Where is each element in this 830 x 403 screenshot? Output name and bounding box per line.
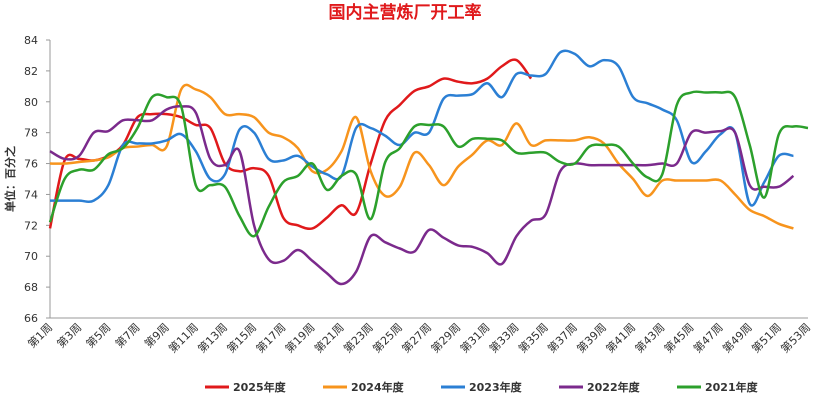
y-tick-label: 68 — [24, 281, 38, 294]
x-tick-label: 第7周 — [112, 320, 142, 350]
x-tick-label: 第17周 — [253, 320, 288, 355]
x-tick-label: 第15周 — [224, 320, 259, 355]
x-tick-label: 第41周 — [603, 320, 638, 355]
x-tick-label: 第35周 — [515, 320, 550, 355]
x-tick-label: 第33周 — [486, 320, 521, 355]
x-tick-label: 第47周 — [690, 320, 725, 355]
x-tick-label: 第27周 — [399, 320, 434, 355]
legend-label: 2023年度 — [469, 380, 523, 394]
legend-label: 2022年度 — [587, 380, 641, 394]
y-tick-label: 74 — [24, 188, 38, 201]
y-tick-label: 84 — [24, 34, 38, 47]
x-tick-label: 第39周 — [574, 320, 609, 355]
x-tick-label: 第23周 — [340, 320, 375, 355]
y-tick-label: 66 — [24, 312, 38, 325]
series-line — [49, 83, 794, 230]
x-tick-label: 第51周 — [749, 320, 784, 355]
x-tick-label: 第5周 — [83, 320, 113, 350]
y-tick-label: 78 — [24, 127, 38, 140]
legend-label: 2024年度 — [351, 380, 405, 394]
x-tick-label: 第25周 — [370, 320, 405, 355]
x-tick-label: 第21周 — [311, 320, 346, 355]
x-tick-label: 第45周 — [661, 320, 696, 355]
y-tick-label: 72 — [24, 219, 38, 232]
x-tick-label: 第37周 — [545, 320, 580, 355]
x-tick-label: 第29周 — [428, 320, 463, 355]
y-tick-label: 80 — [24, 96, 38, 109]
y-axis-label: 单位：百分之 — [3, 146, 17, 212]
x-tick-label: 第19周 — [282, 320, 317, 355]
series-line — [49, 105, 795, 286]
series-line — [48, 58, 533, 230]
x-tick-label: 第31周 — [457, 320, 492, 355]
series-line — [48, 90, 809, 238]
x-tick-label: 第49周 — [719, 320, 754, 355]
legend-label: 2025年度 — [233, 380, 287, 394]
x-tick-label: 第13周 — [195, 320, 230, 355]
x-tick-label: 第3周 — [54, 320, 84, 350]
y-tick-label: 70 — [24, 250, 38, 263]
chart-title: 国内主营炼厂开工率 — [329, 2, 482, 23]
x-tick-label: 第53周 — [778, 320, 813, 355]
x-tick-label: 第43周 — [632, 320, 667, 355]
series-line — [50, 49, 794, 207]
y-tick-label: 82 — [24, 65, 38, 78]
x-tick-label: 第11周 — [166, 320, 201, 355]
y-tick-label: 76 — [24, 158, 38, 171]
legend-label: 2021年度 — [705, 380, 759, 394]
